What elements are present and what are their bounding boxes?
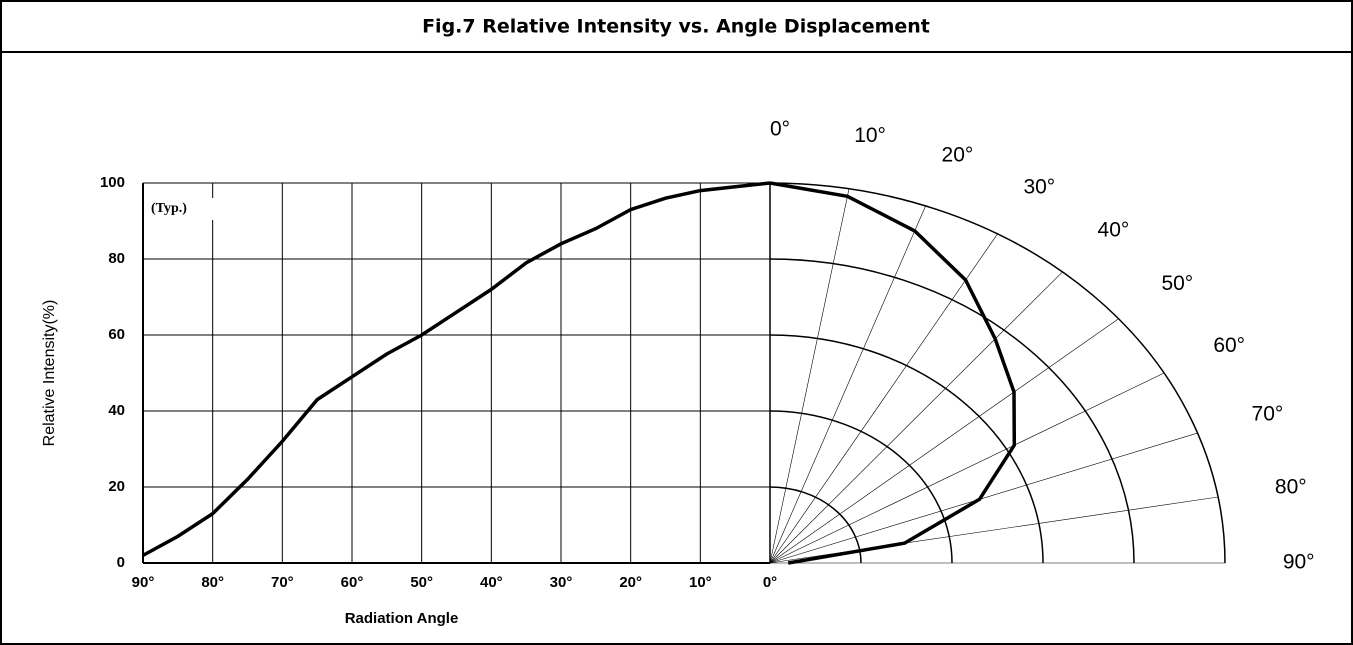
angle-label: 60° — [1213, 334, 1245, 357]
angle-label: 70° — [1252, 402, 1284, 425]
y-tick-label: 100 — [100, 174, 125, 191]
data-line — [142, 181, 771, 557]
x-tick-label: 90° — [132, 574, 155, 591]
angle-label: 10° — [854, 124, 886, 147]
y-tick-label: 80 — [108, 250, 125, 267]
x-tick-label: 30° — [550, 574, 573, 591]
x-tick-label: 10° — [689, 574, 712, 591]
ring — [769, 486, 862, 564]
x-tick-label: 40° — [480, 574, 503, 591]
y-axis-label: Relative Intensity(%) — [41, 300, 58, 447]
x-tick-label: 80° — [201, 574, 224, 591]
ring — [769, 410, 953, 564]
spoke — [769, 318, 1119, 564]
spoke — [769, 205, 926, 564]
spoke — [769, 233, 998, 564]
spoke — [769, 372, 1165, 564]
polar-curve — [769, 181, 1017, 565]
ring — [769, 258, 1135, 564]
angle-label: 40° — [1098, 219, 1130, 242]
y-tick-label: 40 — [108, 402, 125, 419]
spoke — [769, 271, 1063, 564]
x-tick-label: 70° — [271, 574, 294, 591]
y-tick-label: 60 — [108, 326, 125, 343]
x-axis-label: Radiation Angle — [345, 610, 459, 627]
x-tick-label: 50° — [410, 574, 433, 591]
y-tick-label: 20 — [108, 478, 125, 495]
annotation: (Typ.) — [151, 201, 187, 216]
ring — [769, 334, 1044, 564]
angle-label: 0° — [770, 117, 790, 140]
figure-title: Fig.7 Relative Intensity vs. Angle Displ… — [422, 16, 930, 38]
spoke — [769, 432, 1198, 564]
angle-label: 30° — [1023, 175, 1055, 198]
angle-label: 20° — [942, 143, 974, 166]
ring — [769, 182, 1226, 564]
x-tick-label: 60° — [341, 574, 364, 591]
x-tick-label: 20° — [619, 574, 642, 591]
angle-label: 50° — [1161, 272, 1193, 295]
y-tick-label: 0 — [117, 554, 125, 571]
x-tick-label: 0° — [763, 574, 777, 591]
spoke — [769, 188, 850, 564]
angle-label: 80° — [1275, 475, 1307, 498]
annotation-bg — [147, 198, 227, 220]
angle-label: 90° — [1283, 551, 1315, 574]
